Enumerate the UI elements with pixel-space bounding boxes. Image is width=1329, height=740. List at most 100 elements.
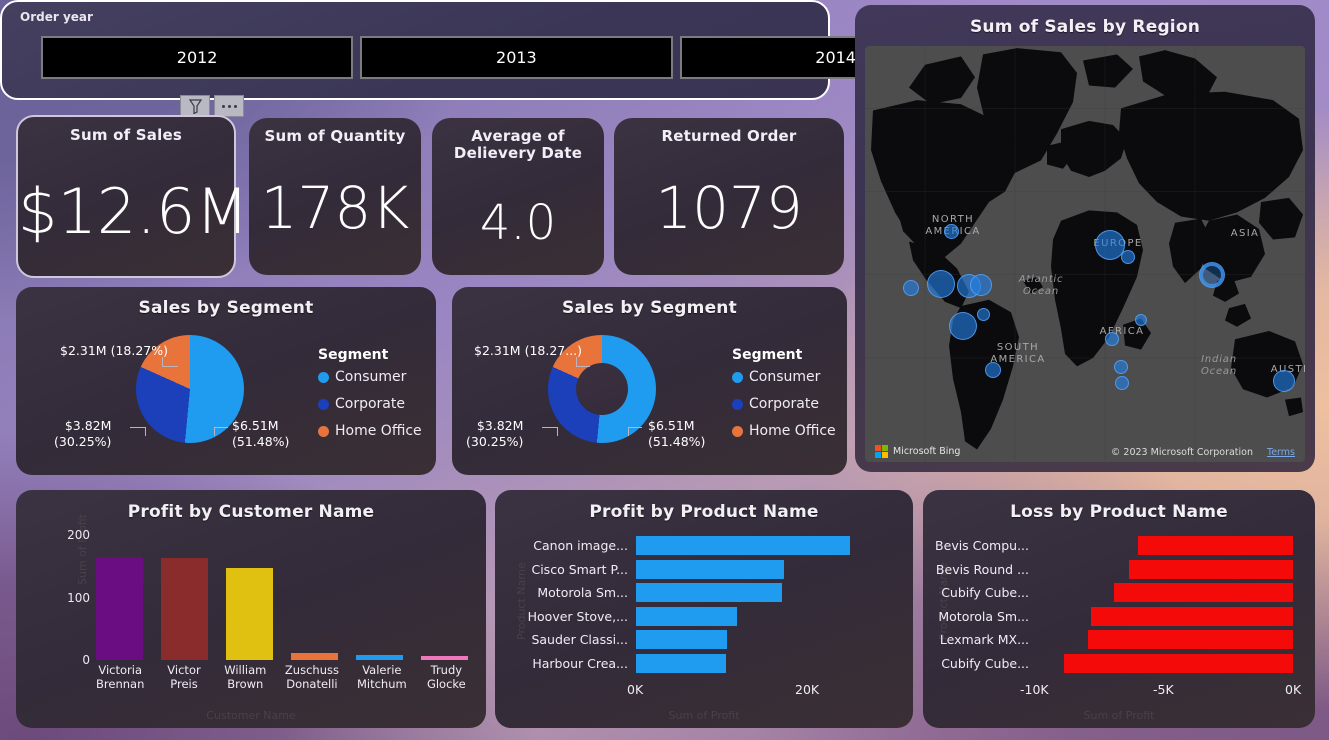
donut-chart[interactable] xyxy=(548,335,656,443)
year-tile-2012[interactable]: 2012 xyxy=(41,36,354,79)
bar-fill[interactable] xyxy=(1113,583,1293,602)
x-tick: -10K xyxy=(1020,682,1049,697)
filter-funnel-icon[interactable] xyxy=(180,95,210,117)
map-bubble[interactable] xyxy=(1114,360,1128,374)
legend-item-corporate[interactable]: Corporate xyxy=(318,396,422,412)
chart-x-axis-title: Sum of Profit xyxy=(1083,709,1155,722)
bar-row: Bevis Compu... xyxy=(923,536,1315,555)
bar-fill[interactable] xyxy=(1063,653,1293,673)
chart-title: Sales by Segment xyxy=(562,298,737,318)
bar-category-label: Hoover Stove,... xyxy=(527,608,628,624)
sales-by-region-map-card[interactable]: Sum of Sales by Region xyxy=(855,5,1315,472)
column-category-label: Victoria Brennan xyxy=(96,663,145,692)
loss-by-product-name-card[interactable]: Loss by Product Name Product Name Sum of… xyxy=(923,490,1315,728)
bar-fill[interactable] xyxy=(1138,536,1293,555)
kpi-card-sum-of-sales[interactable]: Sum of Sales $12.6M xyxy=(16,115,249,278)
map-bubble[interactable] xyxy=(903,280,919,296)
column-category-label: Valerie Mitchum xyxy=(356,663,407,692)
column-bar[interactable] xyxy=(356,655,403,660)
profit-by-product-name-card[interactable]: Profit by Product Name Product Name Sum … xyxy=(495,490,913,728)
map-bubble[interactable] xyxy=(944,224,959,239)
bar-category-label: Lexmark MX... xyxy=(939,632,1029,647)
legend-item-home-office[interactable]: Home Office xyxy=(732,423,836,439)
kpi-title: Returned Order xyxy=(661,127,797,145)
bar-fill[interactable] xyxy=(636,583,782,602)
bar-category-label: Harbour Crea... xyxy=(532,655,628,671)
column-category-label: William Brown xyxy=(224,663,267,692)
column-category-label: Trudy Glocke xyxy=(426,663,466,692)
microsoft-bing-logo: Microsoft Bing xyxy=(875,445,960,458)
map-terms-link[interactable]: Terms xyxy=(1267,447,1295,458)
map-bubble[interactable] xyxy=(977,308,990,321)
column-bar[interactable] xyxy=(96,556,143,660)
map-attribution: © 2023 Microsoft Corporation xyxy=(1110,447,1253,458)
map-bubble[interactable] xyxy=(949,312,977,340)
column-category-label: Victor Preis xyxy=(167,663,201,692)
bar-track xyxy=(636,653,851,673)
bar-track xyxy=(636,606,851,626)
x-tick: -5K xyxy=(1153,682,1174,697)
bar-fill[interactable] xyxy=(636,536,851,555)
map-bubble[interactable] xyxy=(1135,314,1147,326)
donut-legend: Segment Consumer Corporate Home Office xyxy=(732,347,836,450)
bar-fill[interactable] xyxy=(636,653,726,673)
map-bubble[interactable] xyxy=(1121,250,1135,264)
map-bubble[interactable] xyxy=(985,362,1001,378)
column-bar[interactable] xyxy=(421,655,468,660)
map-canvas[interactable]: NORTH AMERICA SOUTH AMERICA EUROPE AFRIC… xyxy=(865,46,1305,462)
pie-chart[interactable] xyxy=(136,335,244,443)
sales-by-segment-pie-card[interactable]: Sales by Segment $2.31M (18.27%) $3.82M … xyxy=(16,287,436,475)
map-bubble[interactable] xyxy=(1273,370,1295,392)
column-bar[interactable] xyxy=(291,652,338,660)
legend-item-consumer[interactable]: Consumer xyxy=(318,369,422,385)
chart-y-tick-labels: 200 100 0 xyxy=(54,528,90,667)
map-footer: Microsoft Bing © 2023 Microsoft Corporat… xyxy=(865,440,1305,462)
kpi-card-sum-of-quantity[interactable]: Sum of Quantity 178K xyxy=(249,118,421,275)
map-bubble[interactable] xyxy=(1199,262,1225,288)
pie-disc[interactable] xyxy=(136,335,244,443)
bar-fill[interactable] xyxy=(636,606,738,626)
map-bubble[interactable] xyxy=(927,270,955,298)
year-tile-2013[interactable]: 2013 xyxy=(360,36,673,79)
legend-item-corporate[interactable]: Corporate xyxy=(732,396,836,412)
legend-item-consumer[interactable]: Consumer xyxy=(732,369,836,385)
bar-fill[interactable] xyxy=(1090,606,1293,626)
map-bubble[interactable] xyxy=(1095,230,1125,260)
donut-label-home-office: $2.31M (18.27...) xyxy=(474,343,582,359)
bar-fill[interactable] xyxy=(636,559,785,579)
bar-row: Lexmark MX... xyxy=(923,630,1315,649)
column-item xyxy=(161,535,208,660)
y-tick: 100 xyxy=(67,590,90,605)
map-bubble[interactable] xyxy=(1105,332,1119,346)
legend-label: Consumer xyxy=(335,369,407,385)
legend-swatch-icon xyxy=(732,398,743,410)
bar-category-label: Sauder Classi... xyxy=(531,632,628,647)
bar-row: Canon image... xyxy=(495,536,913,555)
pie-label-percent: (18.27%) xyxy=(110,343,168,358)
kpi-card-average-of-delievery-date[interactable]: Average of Delievery Date 4.0 xyxy=(432,118,604,275)
bar-track xyxy=(1037,536,1293,555)
column-bar[interactable] xyxy=(226,567,273,660)
sales-by-segment-donut-card[interactable]: Sales by Segment $2.31M (18.27...) $3.82… xyxy=(452,287,847,475)
kpi-card-returned-order[interactable]: Returned Order 1079 xyxy=(614,118,844,275)
bar-fill[interactable] xyxy=(1088,630,1293,649)
order-year-slicer[interactable]: Order year 2012 2013 2014 2015 xyxy=(0,0,1311,117)
profit-by-customer-name-card[interactable]: Profit by Customer Name Sum of Profit Cu… xyxy=(16,490,486,728)
more-options-icon[interactable] xyxy=(214,95,244,117)
bar-track xyxy=(636,559,851,579)
legend-item-home-office[interactable]: Home Office xyxy=(318,423,422,439)
kpi-value: 4.0 xyxy=(479,195,557,251)
column-bar[interactable] xyxy=(161,558,208,660)
kpi-value: 1079 xyxy=(655,174,803,242)
bar-category-label: Cubify Cube... xyxy=(941,585,1029,600)
bar-row: Cubify Cube... xyxy=(923,653,1315,673)
kpi-value: $12.6M xyxy=(18,175,249,248)
map-bubble[interactable] xyxy=(970,274,992,296)
bar-fill[interactable] xyxy=(1129,559,1293,579)
bar-fill[interactable] xyxy=(636,630,727,649)
pie-leader-line xyxy=(130,427,146,436)
map-bubble[interactable] xyxy=(1115,376,1129,390)
legend-label: Corporate xyxy=(335,396,405,412)
microsoft-logo-icon xyxy=(875,445,888,458)
donut-label-consumer: $6.51M (51.48%) xyxy=(648,418,705,449)
